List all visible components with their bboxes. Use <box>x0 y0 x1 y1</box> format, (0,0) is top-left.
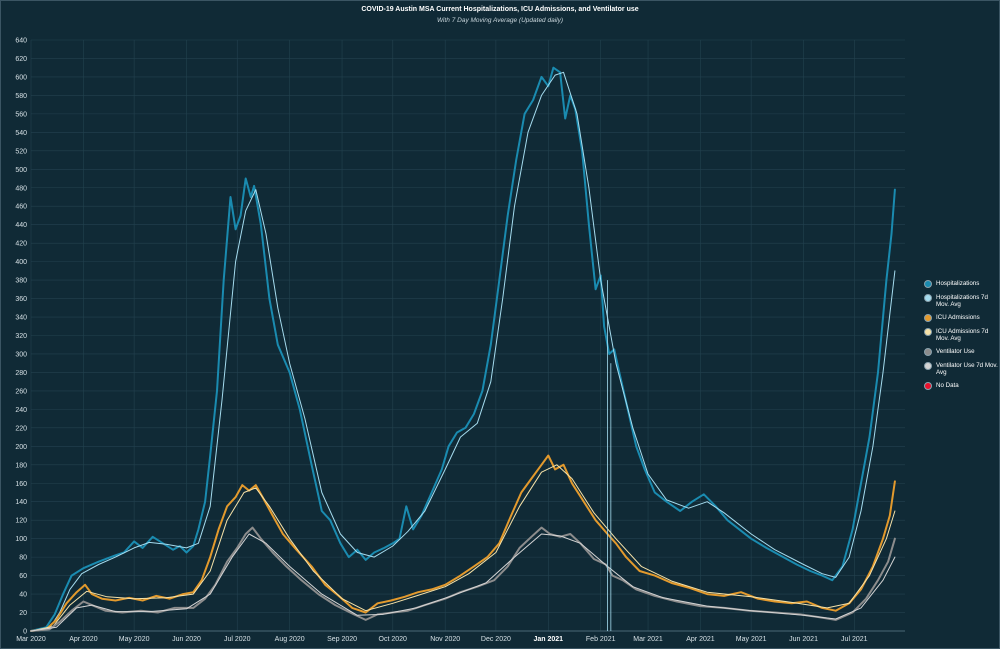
y-tick-label: 280 <box>15 370 27 377</box>
legend-item[interactable]: Ventilator Use <box>924 348 1000 356</box>
legend-label: ICU Admissions 7d Mov. Avg <box>936 328 989 342</box>
x-tick-label: Oct 2020 <box>379 636 408 643</box>
x-tick-label: Jun 2021 <box>789 636 818 643</box>
y-tick-label: 620 <box>15 56 27 63</box>
y-tick-label: 640 <box>15 38 27 45</box>
y-tick-label: 120 <box>15 518 27 525</box>
x-tick-label: Jun 2020 <box>172 636 201 643</box>
y-tick-label: 480 <box>15 185 27 192</box>
y-tick-label: 380 <box>15 278 27 285</box>
x-tick-label: Jul 2021 <box>841 636 868 643</box>
y-tick-label: 420 <box>15 241 27 248</box>
series-line-ventilator-use-7d-mov-avg <box>30 533 896 632</box>
legend-swatch-icon <box>924 382 932 390</box>
x-tick-label: Jan 2021 <box>534 636 564 643</box>
legend-swatch-icon <box>924 314 932 322</box>
legend-label: ICU Admissions <box>936 314 980 321</box>
y-tick-label: 400 <box>15 259 27 266</box>
x-tick-label: Feb 2021 <box>586 636 616 643</box>
legend: Hospitalizations Hospitalizations 7d Mov.… <box>924 280 1000 396</box>
x-tick-label: Dec 2020 <box>481 636 511 643</box>
legend-item[interactable]: No Data <box>924 382 1000 390</box>
y-tick-label: 300 <box>15 351 27 358</box>
y-tick-label: 160 <box>15 481 27 488</box>
x-tick-label: Nov 2020 <box>430 636 460 643</box>
series-line-hospitalizations <box>30 66 896 632</box>
y-tick-label: 80 <box>19 555 27 562</box>
y-tick-label: 540 <box>15 130 27 137</box>
y-tick-label: 240 <box>15 407 27 414</box>
series-layer <box>30 66 896 632</box>
legend-item[interactable]: Hospitalizations <box>924 280 1000 288</box>
y-tick-label: 140 <box>15 499 27 506</box>
legend-item[interactable]: Ventilator Use 7d Mov. Avg <box>924 362 1000 376</box>
y-tick-label: 220 <box>15 425 27 432</box>
legend-swatch-icon <box>924 348 932 356</box>
legend-label: Hospitalizations 7d Mov. Avg <box>936 294 988 308</box>
y-tick-label: 560 <box>15 111 27 118</box>
y-tick-label: 440 <box>15 222 27 229</box>
legend-label: Ventilator Use 7d Mov. Avg <box>936 362 998 376</box>
legend-swatch-icon <box>924 362 932 370</box>
x-tick-label: Mar 2020 <box>16 636 46 643</box>
x-tick-label: Apr 2021 <box>686 636 715 643</box>
y-tick-label: 340 <box>15 315 27 322</box>
x-tick-label: May 2021 <box>736 636 767 643</box>
y-tick-label: 520 <box>15 148 27 155</box>
y-tick-label: 20 <box>19 610 27 617</box>
y-tick-label: 600 <box>15 74 27 81</box>
x-tick-label: Aug 2020 <box>275 636 305 643</box>
y-tick-label: 0 <box>23 629 27 636</box>
legend-swatch-icon <box>924 280 932 288</box>
y-tick-label: 580 <box>15 93 27 100</box>
x-tick-label: Apr 2020 <box>69 636 98 643</box>
series-line-icu-admissions <box>30 454 896 632</box>
legend-label: No Data <box>936 382 959 389</box>
x-tick-label: Mar 2021 <box>633 636 663 643</box>
legend-label: Ventilator Use <box>936 348 975 355</box>
series-line-hospitalizations-7d-mov-avg <box>30 71 896 632</box>
y-tick-label: 260 <box>15 388 27 395</box>
axis-layer: 0 20 40 60 80 100 120 140 160 180 200 220 240 260 280 3… <box>15 38 905 643</box>
y-tick-label: 320 <box>15 333 27 340</box>
y-tick-label: 40 <box>19 592 27 599</box>
legend-swatch-icon <box>924 294 932 302</box>
y-tick-label: 360 <box>15 296 27 303</box>
y-tick-label: 460 <box>15 204 27 211</box>
y-tick-label: 100 <box>15 536 27 543</box>
legend-label: Hospitalizations <box>936 280 980 287</box>
y-tick-label: 200 <box>15 444 27 451</box>
legend-swatch-icon <box>924 328 932 336</box>
legend-item[interactable]: Hospitalizations 7d Mov. Avg <box>924 294 1000 308</box>
y-tick-label: 500 <box>15 167 27 174</box>
chart-subtitle: With 7 Day Moving Average (Updated daily… <box>436 17 564 24</box>
x-tick-label: May 2020 <box>119 636 150 643</box>
x-tick-label: Sep 2020 <box>327 636 357 643</box>
y-tick-label: 60 <box>19 573 27 580</box>
x-tick-label: Jul 2020 <box>224 636 251 643</box>
y-tick-label: 180 <box>15 462 27 469</box>
legend-item[interactable]: ICU Admissions 7d Mov. Avg <box>924 328 1000 342</box>
chart-title: COVID-19 Austin MSA Current Hospitalizat… <box>361 6 639 13</box>
series-line-icu-admissions-7d-mov-avg <box>30 464 896 632</box>
legend-item[interactable]: ICU Admissions <box>924 314 1000 322</box>
